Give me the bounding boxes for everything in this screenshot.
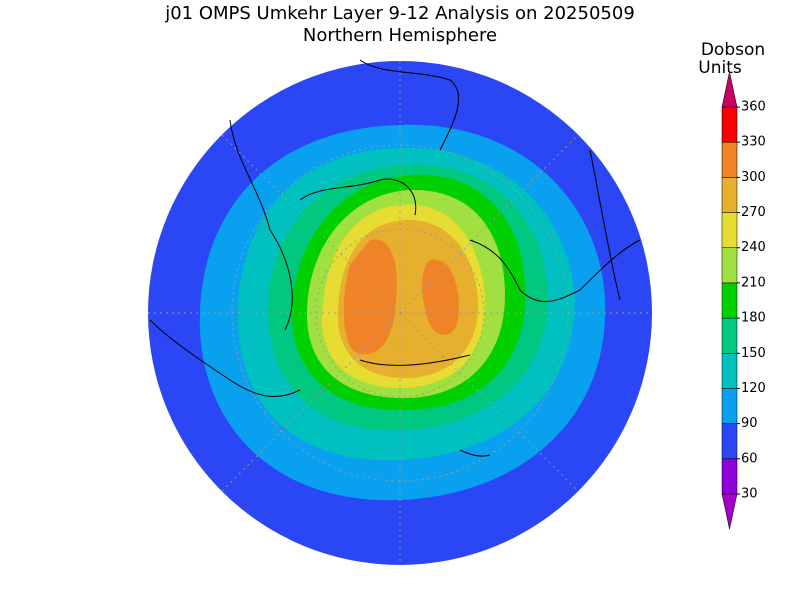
title: j01 OMPS Umkehr Layer 9-12 Analysis on 2… bbox=[164, 3, 635, 24]
colorbar-band bbox=[721, 141, 738, 178]
colorbar-below bbox=[721, 493, 738, 530]
colorbar-tick-label: 300 bbox=[741, 170, 766, 185]
colorbar-band bbox=[721, 353, 738, 389]
meridians bbox=[148, 61, 652, 565]
colorbar-band bbox=[721, 177, 738, 213]
colorbar: Dobson Units 30 60 90 120 150 180 210 240 270 300… bbox=[698, 40, 766, 530]
coastline bbox=[149, 59, 641, 457]
map-region bbox=[422, 259, 459, 335]
colorbar-tick-label: 210 bbox=[741, 275, 766, 290]
colorbar-band bbox=[721, 106, 738, 143]
colorbar-above bbox=[721, 71, 738, 108]
polar-map bbox=[148, 59, 652, 565]
colorbar-tick-label: 30 bbox=[741, 487, 758, 502]
colorbar-tick-label: 60 bbox=[741, 451, 758, 466]
colorbar-band bbox=[721, 212, 738, 248]
colorbar-band bbox=[721, 423, 738, 460]
colorbar-band bbox=[721, 317, 738, 354]
colorbar-tick-label: 150 bbox=[741, 346, 766, 361]
colorbar-band bbox=[721, 458, 738, 495]
colorbar-tick-label: 240 bbox=[741, 240, 766, 255]
colorbar-tick-label: 330 bbox=[741, 135, 766, 150]
colorbar-label: Dobson bbox=[701, 40, 765, 60]
colorbar-tick-label: 180 bbox=[741, 311, 766, 326]
colorbar-band bbox=[721, 247, 738, 284]
subtitle: Northern Hemisphere bbox=[303, 25, 497, 46]
colorbar-tick-label: 270 bbox=[741, 205, 766, 220]
colorbar-tick-label: 120 bbox=[741, 381, 766, 396]
colorbar-tick-label: 360 bbox=[741, 100, 766, 115]
colorbar-band bbox=[721, 282, 738, 319]
map-region bbox=[343, 239, 397, 355]
colorbar-label: Units bbox=[698, 58, 742, 78]
colorbar-band bbox=[721, 388, 738, 424]
colorbar-tick-label: 90 bbox=[741, 416, 758, 431]
